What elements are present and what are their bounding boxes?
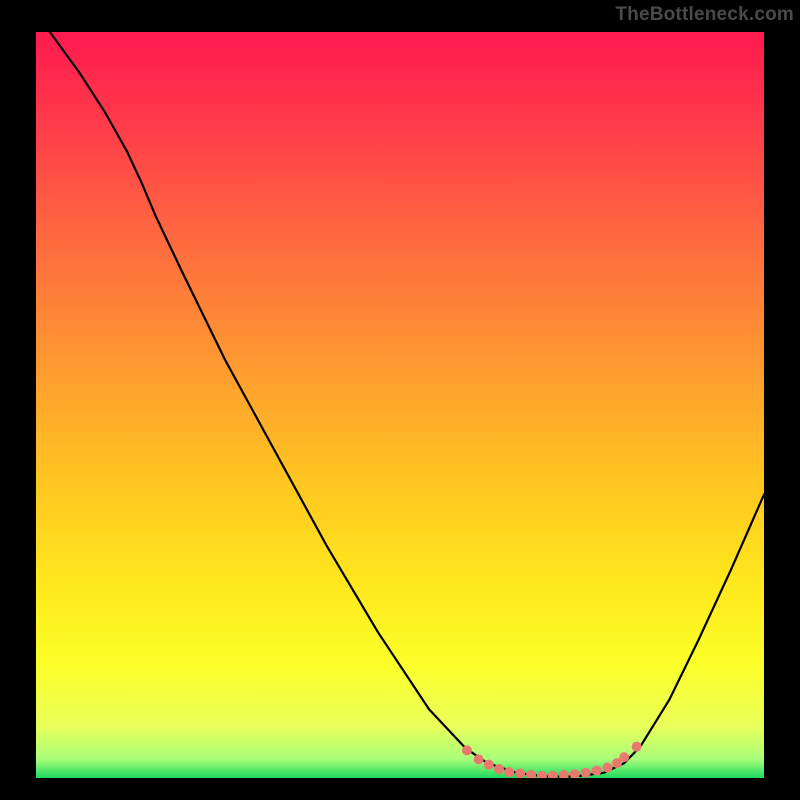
bottleneck-marker xyxy=(462,745,472,755)
bottleneck-marker xyxy=(632,742,642,752)
bottleneck-marker xyxy=(504,767,514,777)
bottleneck-marker xyxy=(570,769,580,779)
bottleneck-marker xyxy=(515,769,525,779)
bottleneck-marker xyxy=(474,754,484,764)
watermark-text: TheBottleneck.com xyxy=(615,4,794,26)
bottleneck-marker xyxy=(484,760,494,770)
bottleneck-marker xyxy=(494,764,504,774)
bottleneck-marker xyxy=(581,768,591,778)
bottleneck-marker xyxy=(619,752,629,762)
bottleneck-chart: TheBottleneck.com xyxy=(0,0,800,800)
bottleneck-marker xyxy=(592,766,602,776)
chart-canvas xyxy=(0,0,800,800)
bottleneck-marker xyxy=(602,763,612,773)
